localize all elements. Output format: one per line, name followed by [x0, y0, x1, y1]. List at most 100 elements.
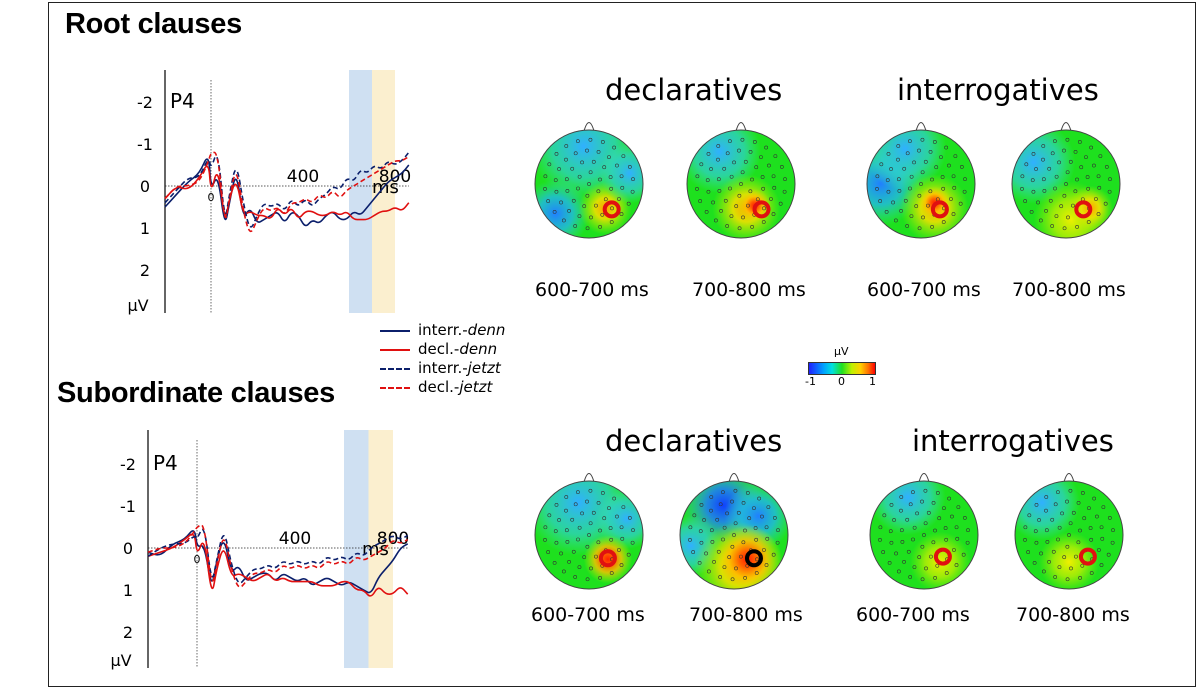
y-unit-label: μV	[110, 651, 131, 670]
electrode-dot	[1020, 174, 1025, 179]
colorbar	[808, 362, 876, 375]
electrode-dot	[598, 528, 602, 533]
electrode-dot	[716, 177, 721, 182]
electrode-dot	[1078, 575, 1082, 580]
electrode-dot	[1068, 521, 1073, 526]
head-outline	[686, 129, 796, 239]
sub-declaratives-title: declaratives	[605, 424, 783, 458]
erp-legend: interr.-denn decl.-denn interr.-jetzt de…	[380, 321, 505, 397]
electrode-dot	[617, 197, 621, 201]
electrode-dot	[608, 175, 613, 179]
electrode-dot	[1045, 540, 1050, 544]
electrode-dot	[1047, 559, 1051, 564]
electrode-p4-marker	[933, 547, 952, 566]
electrode-dot	[1031, 152, 1036, 156]
electrode-dot	[1023, 199, 1028, 203]
erp-series-line	[164, 165, 410, 221]
electrode-dot	[944, 571, 949, 575]
topomap-root-int-1	[866, 122, 976, 239]
electrode-dot	[884, 209, 889, 214]
electrode-dot	[722, 565, 727, 569]
electrode-dot	[959, 165, 964, 169]
electrode-dot	[1089, 571, 1094, 575]
electrode-dot	[782, 189, 787, 194]
electrode-dot	[1077, 140, 1082, 144]
electrode-dot	[704, 551, 708, 556]
electrode-dot	[920, 544, 925, 549]
electrode-dot	[935, 491, 940, 495]
electrode-dot	[615, 514, 619, 519]
electrode-dot	[892, 518, 896, 522]
electrode-dot	[905, 224, 910, 228]
colorbar-max: 1	[869, 375, 876, 388]
electrode-dot	[573, 224, 578, 228]
electrode-dot	[725, 151, 730, 156]
electrode-dot	[741, 540, 746, 545]
electrode-dot	[886, 189, 891, 194]
electrode-dot	[889, 540, 894, 545]
electrode-dot	[730, 577, 735, 582]
electrode-dot	[743, 159, 748, 164]
nose-icon	[583, 473, 595, 483]
electrode-dot	[1053, 502, 1058, 507]
electrode-dot	[1044, 208, 1048, 213]
electrode-dot	[585, 499, 589, 504]
electrode-dot	[564, 495, 569, 499]
electrode-dot	[688, 537, 692, 542]
electrode-dot	[1059, 204, 1064, 209]
electrode-dot	[631, 528, 635, 533]
electrode-dot	[626, 201, 631, 206]
electrode-dot	[754, 571, 759, 575]
electrode-dot	[725, 511, 729, 516]
electrode-dot	[576, 186, 580, 191]
electrode-dot	[587, 182, 591, 186]
electrode-dot	[576, 139, 580, 144]
electrode-dot	[760, 514, 764, 519]
electrode-dot	[940, 175, 945, 179]
electrode-dot	[734, 566, 738, 571]
electrode-dot	[896, 157, 900, 162]
electrode-dot	[561, 569, 566, 574]
electrode-dot	[702, 518, 706, 522]
electrode-dot	[609, 571, 614, 575]
electrode-dot	[899, 528, 904, 533]
electrode-dot	[750, 224, 754, 229]
electrode-dot	[620, 185, 625, 190]
electrode-dot	[1065, 137, 1070, 142]
electrode-dot	[552, 209, 557, 214]
electrode-dot	[577, 214, 582, 218]
electrode-dot	[930, 224, 934, 229]
electrode-dot	[706, 189, 711, 194]
electrode-dot	[912, 565, 917, 569]
nose-icon	[915, 122, 927, 132]
electrode-dot	[1066, 215, 1070, 220]
legend-line-decl-denn	[380, 348, 410, 351]
x-tick-label: 800	[377, 529, 409, 549]
electrode-dot	[711, 200, 715, 205]
electrode-p4-marker	[744, 549, 763, 568]
electrode-dot	[1042, 189, 1047, 193]
electrode-dot	[598, 177, 602, 182]
electrode-dot	[911, 490, 915, 495]
electrode-dot	[607, 155, 611, 160]
electrode-dot	[923, 521, 928, 526]
electrode-dot	[603, 197, 608, 202]
electrode-dot	[1074, 554, 1078, 559]
electrode-dot	[934, 165, 939, 170]
time-window-1	[344, 430, 369, 668]
y-tick-label: 1	[123, 581, 133, 600]
head-outline	[1011, 129, 1121, 239]
electrode-dot	[709, 508, 713, 513]
x-tick-label: 400	[287, 167, 319, 187]
electrode-dot	[546, 550, 551, 554]
electrode-dot	[754, 165, 759, 170]
electrode-dot	[564, 157, 568, 162]
electrode-dot	[954, 525, 959, 530]
electrode-dot	[567, 559, 571, 564]
electrode-dot	[1053, 139, 1057, 144]
sub-interrogatives-title: interrogatives	[912, 424, 1114, 458]
topomap-root-decl-1	[534, 122, 644, 239]
y-tick-label: 2	[123, 623, 133, 642]
electrode-dot	[911, 537, 915, 542]
electrode-dot	[588, 521, 593, 526]
